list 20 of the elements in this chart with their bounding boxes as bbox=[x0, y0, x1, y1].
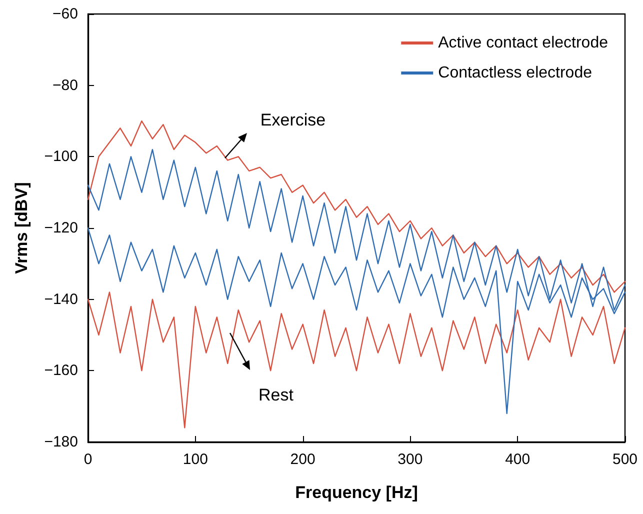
annotation: Rest bbox=[258, 386, 294, 404]
x-tick-label: 200 bbox=[290, 451, 316, 468]
x-tick-label: 500 bbox=[612, 451, 638, 468]
x-tick-label: 100 bbox=[182, 451, 208, 468]
y-tick-label: −100 bbox=[44, 148, 78, 166]
y-tick-label: −80 bbox=[52, 76, 78, 94]
y-tick-label: −120 bbox=[44, 220, 78, 236]
x-tick-label: 400 bbox=[505, 451, 530, 468]
annotation: Exercise bbox=[260, 110, 326, 130]
x-axis-title: Frequency [Hz] bbox=[295, 483, 418, 502]
y-tick-label: −160 bbox=[44, 362, 78, 380]
y-axis-title: Vrms [dBV] bbox=[12, 182, 31, 274]
legend-label: Contactless electrode bbox=[438, 64, 592, 82]
line-series bbox=[87, 292, 626, 428]
x-tick-label: 0 bbox=[84, 451, 92, 468]
y-tick-label: −180 bbox=[44, 434, 78, 450]
y-tick-label: −140 bbox=[44, 290, 78, 308]
legend-label: Active contact electrode bbox=[438, 34, 608, 52]
y-tick-label: −60 bbox=[52, 6, 78, 22]
x-tick-label: 300 bbox=[398, 451, 423, 468]
